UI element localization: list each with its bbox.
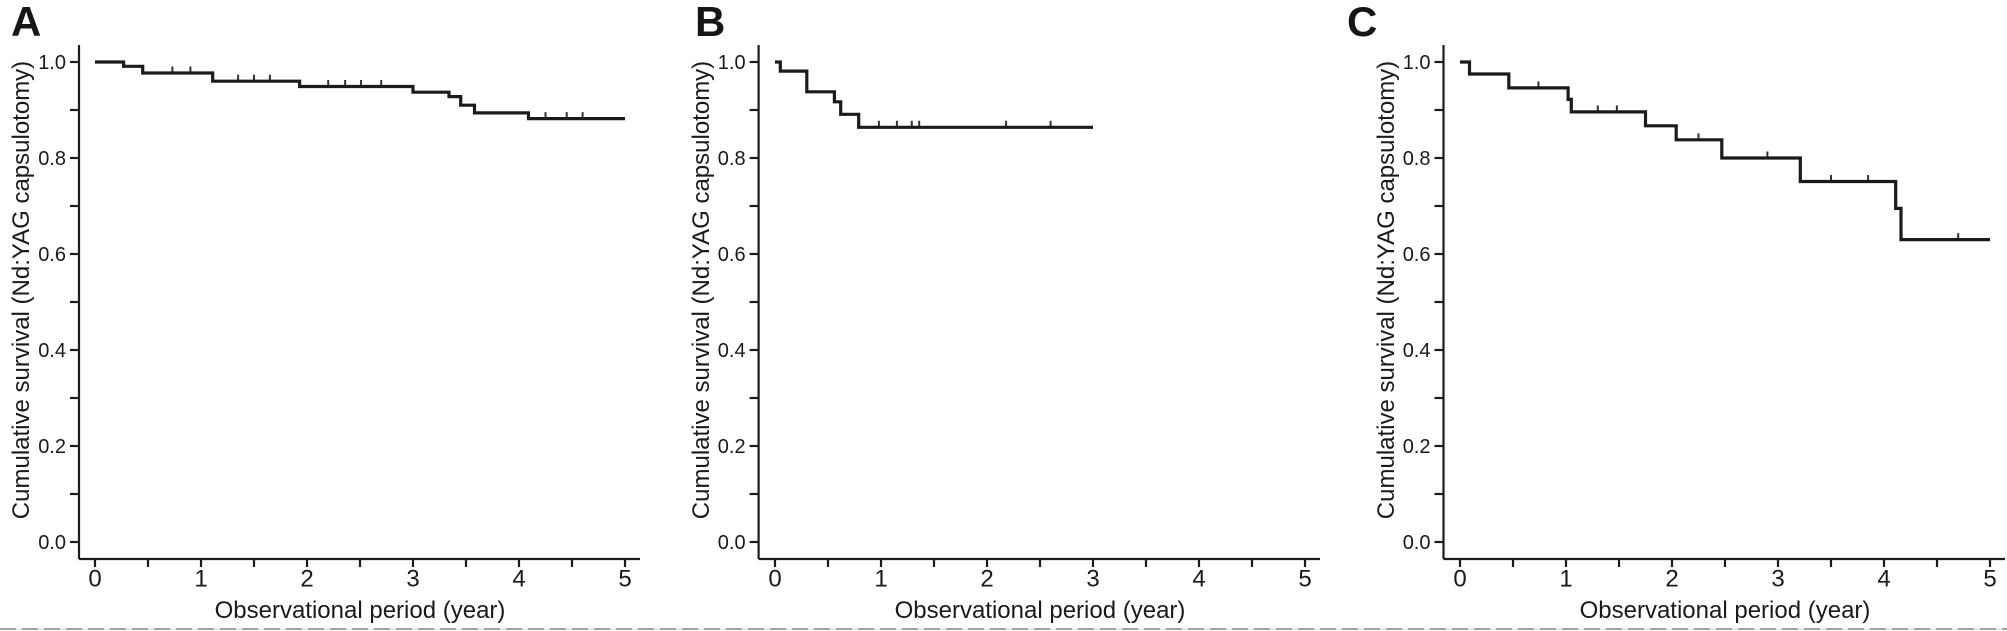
panel-b-letter: B [695,0,726,45]
x-tick-label: 2 [1665,565,1678,592]
x-tick-label: 4 [1877,565,1890,592]
x-tick-label: 5 [618,565,631,592]
x-tick-label: 2 [980,565,993,592]
y-tick-label: 0.6 [718,244,746,266]
panel-c-letter: C [1347,0,1378,45]
y-tick-label: 1.0 [38,52,66,74]
panel-a: A Cumulative survival (Nd:YAG capsulotom… [0,0,669,631]
y-tick-label: 0.8 [1403,148,1431,170]
y-tick-label: 0.4 [38,340,66,362]
x-tick-label: 3 [406,565,419,592]
y-tick-label: 0.2 [38,436,66,458]
x-tick-label: 0 [1453,565,1466,592]
survival-step-curve [1460,60,1990,242]
y-tick-label: 0.8 [718,148,746,170]
x-tick-label: 3 [1086,565,1099,592]
y-tick-label: 0.2 [1403,436,1431,458]
y-tick-label: 0.6 [38,244,66,266]
panel-b: B Cumulative survival (Nd:YAG capsulotom… [669,0,1338,631]
x-tick-label: 0 [768,565,781,592]
y-tick-label: 1.0 [1403,52,1431,74]
x-tick-label: 0 [88,565,101,592]
x-tick-label: 4 [512,565,525,592]
y-tick-label: 0.0 [38,532,66,554]
panel-b-km-plot: 0.0 0.2 0.4 0.6 0.8 1.0 0 1 2 3 4 5 [718,45,1320,592]
panel-c-km-plot: 0.0 0.2 0.4 0.6 0.8 1.0 0 1 2 3 4 5 [1403,45,2005,592]
y-tick-label: 0.0 [718,532,746,554]
x-tick-label: 1 [194,565,207,592]
survival-step-curve [775,60,1093,129]
panel-c: C Cumulative survival (Nd:YAG capsulotom… [1338,0,2007,631]
y-tick-label: 0.2 [718,436,746,458]
x-tick-label: 4 [1192,565,1205,592]
y-tick-label: 0.8 [38,148,66,170]
x-tick-label: 1 [1559,565,1572,592]
x-tick-label: 2 [300,565,313,592]
panel-c-x-axis-title: Observational period (year) [1579,597,1871,624]
y-tick-label: 0.4 [718,340,746,362]
x-tick-label: 1 [874,565,887,592]
panel-a-x-axis-title: Observational period (year) [214,597,506,624]
figure-bottom-edge-line [0,628,2007,630]
survival-step-curve [95,60,625,121]
x-tick-label: 5 [1983,565,1996,592]
panel-b-x-axis-title: Observational period (year) [894,597,1186,624]
y-tick-label: 0.0 [1403,532,1431,554]
y-tick-label: 0.4 [1403,340,1431,362]
panel-a-letter: A [11,0,42,45]
x-tick-label: 3 [1771,565,1784,592]
y-tick-label: 0.6 [1403,244,1431,266]
x-tick-label: 5 [1298,565,1311,592]
panel-a-km-plot: 0.0 0.2 0.4 0.6 0.8 1.0 0 1 2 3 4 5 [38,45,640,592]
y-tick-label: 1.0 [718,52,746,74]
